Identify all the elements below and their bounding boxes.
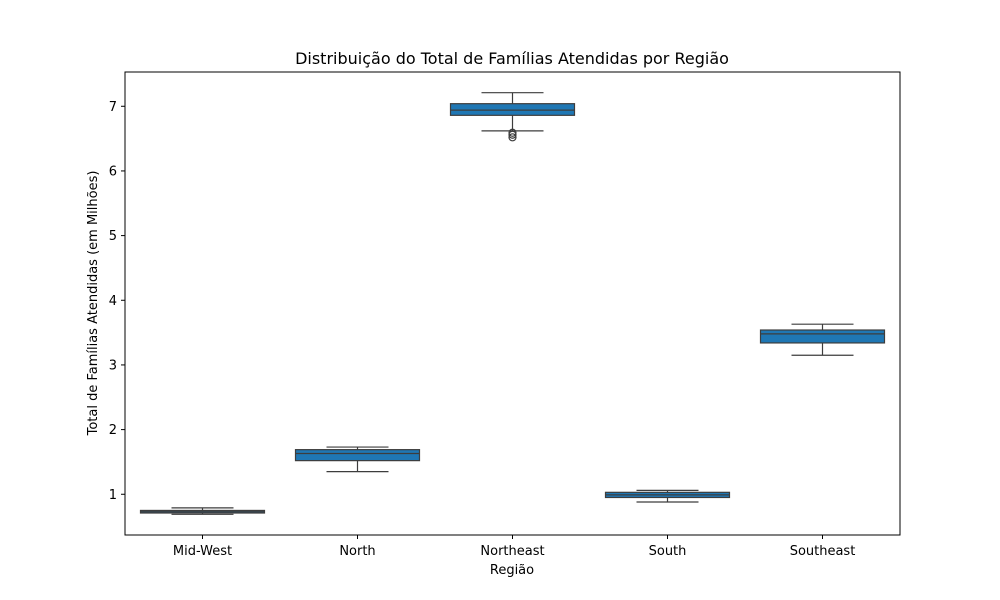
y-tick-label: 7 — [109, 100, 117, 115]
box-south — [604, 489, 731, 503]
x-tick-label: South — [649, 544, 687, 559]
x-tick-label: North — [339, 544, 375, 559]
box-southeast — [759, 323, 886, 356]
y-tick-label: 2 — [109, 423, 117, 438]
iqr-box — [759, 329, 886, 344]
y-tick-label: 4 — [109, 294, 117, 309]
y-tick-label: 6 — [109, 164, 117, 179]
iqr-box — [449, 103, 576, 116]
iqr-box — [294, 449, 421, 462]
y-tick-label: 1 — [109, 488, 117, 503]
x-axis: Mid-West North Northeast South Southeast — [173, 535, 855, 559]
y-axis: 1 2 3 4 5 6 7 — [109, 100, 125, 503]
plot-frame — [124, 71, 901, 536]
y-axis-label: Total de Famílias Atendidas (em Milhões) — [86, 171, 101, 437]
chart-title: Distribuição do Total de Famílias Atendi… — [295, 49, 729, 68]
x-tick-label: Southeast — [790, 544, 856, 559]
box-mid-west — [139, 507, 266, 515]
x-tick-label: Northeast — [480, 544, 544, 559]
box-northeast — [449, 92, 576, 142]
y-tick-label: 3 — [109, 358, 117, 373]
outlier-point — [508, 128, 517, 137]
x-tick-label: Mid-West — [173, 544, 232, 559]
x-axis-label: Região — [490, 563, 534, 578]
outlier-point — [508, 133, 517, 142]
plot-content — [139, 92, 886, 515]
y-tick-label: 5 — [109, 229, 117, 244]
box-north — [294, 446, 421, 473]
